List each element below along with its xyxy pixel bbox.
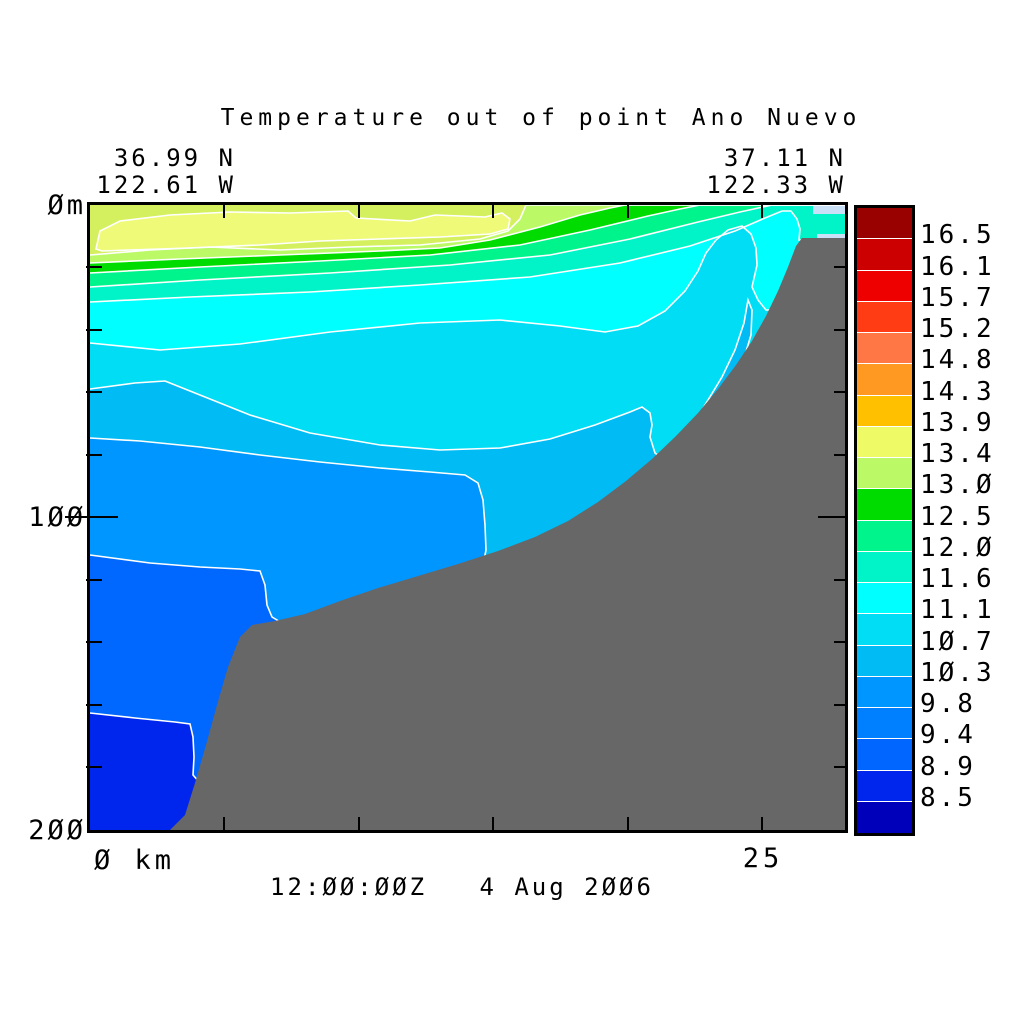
- colorbar-cell: [857, 395, 912, 427]
- colorbar-label: 14.3: [920, 376, 995, 407]
- colorbar-label: 11.1: [920, 595, 995, 626]
- colorbar-label: 15.2: [920, 314, 995, 344]
- contour-line: [89, 225, 845, 351]
- temperature-band: [90, 205, 845, 302]
- y-axis-label-100m: 1ØØ: [28, 502, 86, 533]
- colorbar-cell: [857, 364, 912, 396]
- contour-line: [89, 204, 845, 288]
- y-axis-label-0m: Øm: [47, 190, 86, 221]
- colorbar-cell: [857, 333, 912, 365]
- contour-lines: [89, 204, 845, 784]
- timestamp-label: 12:ØØ:ØØZ 4 Aug 2ØØ6: [270, 873, 654, 901]
- colorbar-cell: [857, 301, 912, 333]
- colorbar-label: 8.5: [920, 782, 976, 813]
- colorbar-cell: [857, 458, 912, 490]
- colorbar-cell: [857, 676, 912, 708]
- temperature-band: [90, 205, 845, 287]
- colorbar-label: 1Ø.3: [920, 657, 995, 688]
- colorbar-label: 9.8: [920, 689, 976, 719]
- colorbar-cell: [857, 270, 912, 302]
- temperature-band: [90, 205, 845, 273]
- right-endpoint-longitude: 122.33 W: [706, 171, 846, 199]
- x-axis-label-25km: 25: [742, 843, 784, 874]
- axis-ticks: [65, 205, 845, 830]
- temperature-band: [90, 226, 845, 459]
- surface-warm-blob: [95, 210, 511, 252]
- colorbar-cell: [857, 426, 912, 458]
- left-endpoint-latitude: 36.99 N: [113, 144, 236, 172]
- colorbar-label: 13.Ø: [920, 470, 995, 501]
- colorbar-cell: [857, 551, 912, 583]
- colorbar-cell: [857, 208, 912, 240]
- colorbar-label: 16.5: [920, 220, 995, 251]
- contour-line: [89, 204, 845, 274]
- colorbar-label: 8.9: [920, 751, 976, 782]
- left-endpoint-longitude: 122.61 W: [96, 171, 236, 199]
- surface-pale-patch: [813, 205, 845, 214]
- contour-line: [89, 210, 845, 303]
- colorbar-cell: [857, 739, 912, 771]
- colorbar-cell: [857, 645, 912, 677]
- temperature-band: [90, 205, 845, 263]
- colorbar-label: 1Ø.7: [920, 626, 995, 657]
- colorbar-cell: [857, 614, 912, 646]
- plot-title: Temperature out of point Ano Nuevo: [220, 105, 862, 131]
- contour-line: [89, 554, 845, 624]
- colorbar-label: 12.Ø: [920, 532, 995, 563]
- colorbar-label: 15.7: [920, 282, 995, 313]
- colorbar-label: 9.4: [920, 720, 976, 751]
- colorbar-label: 13.4: [920, 439, 995, 469]
- colorbar-label: 11.6: [920, 564, 995, 594]
- colorbar-label: 12.5: [920, 501, 995, 532]
- colorbar: [854, 205, 915, 836]
- colorbar-label: 13.9: [920, 407, 995, 438]
- colorbar-label: 14.8: [920, 345, 995, 376]
- colorbar-label: 16.1: [920, 251, 995, 282]
- y-axis-label-200m: 2ØØ: [28, 815, 86, 846]
- colorbar-cell: [857, 801, 912, 833]
- colorbar-cell: [857, 489, 912, 521]
- x-axis-label-0km: Ø km: [94, 845, 176, 876]
- colorbar-cell: [857, 239, 912, 271]
- contour-line: [89, 437, 845, 566]
- contour-line: [89, 204, 845, 256]
- contour-line: [89, 204, 845, 264]
- land-mass: [170, 238, 845, 830]
- colorbar-cell: [857, 520, 912, 552]
- right-endpoint-latitude: 37.11 N: [723, 144, 846, 172]
- colorbar-cell: [857, 708, 912, 740]
- colorbar-cell: [857, 770, 912, 802]
- colorbar-cell: [857, 583, 912, 615]
- contour-line: [89, 380, 845, 460]
- plot-border: [87, 202, 848, 833]
